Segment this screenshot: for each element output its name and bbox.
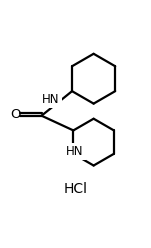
Text: O: O — [10, 108, 20, 121]
Text: HN: HN — [42, 93, 60, 106]
Text: HN: HN — [66, 145, 84, 158]
Text: HCl: HCl — [64, 182, 87, 196]
